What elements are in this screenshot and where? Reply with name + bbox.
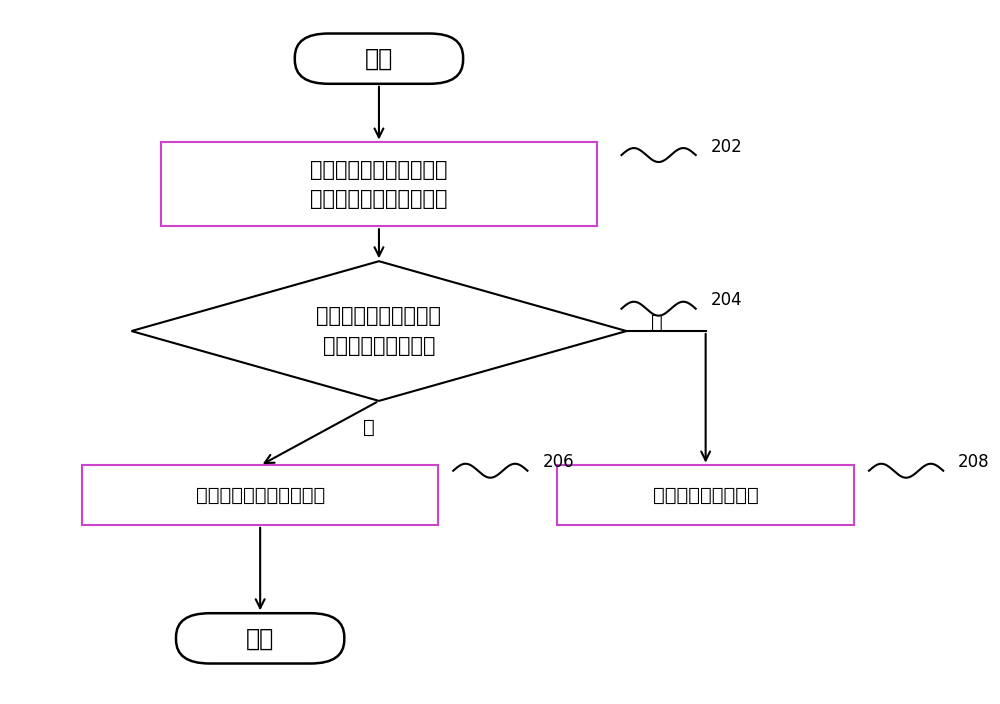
Text: 压缩机的当前运行参数
大于对应的停机阈值: 压缩机的当前运行参数 大于对应的停机阈值: [316, 306, 441, 356]
Text: 208: 208: [958, 453, 990, 472]
Text: 202: 202: [711, 138, 742, 156]
Bar: [557, 465, 854, 525]
Text: 控制压缩机降频或者卸载: 控制压缩机降频或者卸载: [196, 486, 325, 505]
Text: 204: 204: [711, 291, 742, 309]
Text: 否: 否: [651, 313, 663, 332]
Bar: [82, 465, 438, 525]
Text: 是: 是: [363, 418, 375, 437]
Polygon shape: [131, 261, 626, 401]
Bar: [161, 142, 597, 226]
FancyBboxPatch shape: [176, 613, 344, 663]
FancyBboxPatch shape: [295, 34, 463, 84]
Text: 开始: 开始: [365, 46, 393, 70]
Text: 206: 206: [542, 453, 574, 472]
Text: 结束: 结束: [246, 627, 274, 650]
Text: 在接收到停机指令后，获
取压缩机的当前运行参数: 在接收到停机指令后，获 取压缩机的当前运行参数: [310, 160, 448, 209]
Text: 控制压缩机直接停机: 控制压缩机直接停机: [653, 486, 759, 505]
